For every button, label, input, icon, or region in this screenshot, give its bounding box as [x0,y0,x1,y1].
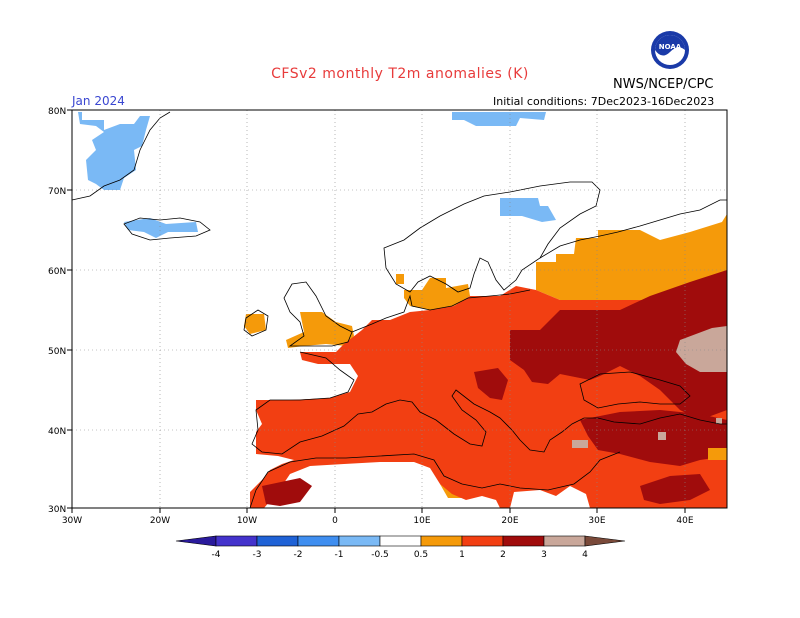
logo-text: NOAA [659,43,682,51]
coast-north-africa [249,451,621,509]
warm-orange-arabia [708,448,727,460]
lon-label: 20E [501,516,518,526]
colorbar-label: 2 [500,550,506,560]
colorbar-label: -4 [212,550,221,560]
coast-north-sea [351,289,531,333]
colorbar-label: 4 [582,550,588,560]
coast-greenland [71,111,171,201]
colorbar-box [215,535,258,547]
initial-conditions: Initial conditions: 7Dec2023-16Dec2023 [493,95,715,108]
warm-norway-coast [396,274,404,284]
colorbar-arrow-high [584,535,626,547]
coast-western-europe [251,351,727,455]
coast-uk [283,281,353,347]
coastlines [71,111,727,509]
colorbar-box [379,535,422,547]
cold-svalbard [452,112,546,126]
colorbar-box [256,535,299,547]
warm-ireland [244,314,266,334]
coast-black-sea [579,371,691,409]
axis-ticks [67,109,686,513]
hot-eastern-europe [510,270,727,420]
tan-patch-2 [658,432,666,440]
colorbar: -4 -3 -2 -1 -0.5 0.5 1 2 3 4 [175,535,626,560]
lat-label: 60N [48,267,66,277]
colorbar-box [543,535,586,547]
lon-labels: 30W 20W 10W 0 10E 20E 30E 40E [62,516,694,526]
hot-turkey [580,410,727,466]
colorbar-label: 3 [541,550,547,560]
lon-label: 30W [62,516,82,526]
agency-label: NWS/NCEP/CPC [613,77,714,92]
lon-label: 0 [332,516,338,526]
lat-label: 70N [48,187,66,197]
warm-denmark [404,278,470,310]
tan-patch-1 [572,440,588,448]
hot-balkans [474,368,508,400]
warm-uk [286,312,354,348]
colorbar-arrow-low [175,535,217,547]
coast-ireland [243,309,269,337]
coast-iceland [123,217,211,241]
colorbar-box [461,535,504,547]
hot-middle-east [640,474,710,504]
lat-labels: 80N 70N 60N 50N 40N 30N [48,107,66,515]
valid-month: Jan 2024 [72,94,125,108]
coast-scandinavia [383,181,601,293]
coast-finland-russia [539,199,727,259]
lat-label: 50N [48,347,66,357]
lon-label: 10W [237,516,257,526]
colorbar-label: -0.5 [371,550,389,560]
colorbar-box [420,535,463,547]
colorbar-label: -1 [335,550,344,560]
lon-label: 20W [150,516,170,526]
colorbar-box [338,535,381,547]
hot-nw-africa [262,478,312,506]
warm-russia-north [536,214,727,300]
lon-label: 10E [413,516,430,526]
cold-scandinavia [500,198,556,222]
lat-label: 80N [48,107,66,117]
colorbar-label: 1 [459,550,465,560]
tan-kazakhstan [676,326,727,372]
map-title: CFSv2 monthly T2m anomalies (K) [271,66,529,82]
lon-label: 40E [676,516,693,526]
colorbar-label: 0.5 [414,550,428,560]
lat-label: 30N [48,505,66,515]
colorbar-label: -2 [294,550,303,560]
anomaly-field [78,112,727,508]
map-frame [71,109,728,509]
colorbar-box [502,535,545,547]
cold-greenland [78,112,150,190]
tan-patch-3 [716,418,722,424]
cold-iceland [124,218,198,238]
colorbar-label: -3 [253,550,262,560]
lon-label: 30E [588,516,605,526]
noaa-logo-icon: NOAA [651,31,689,69]
lat-label: 40N [48,427,66,437]
colorbar-box [297,535,340,547]
